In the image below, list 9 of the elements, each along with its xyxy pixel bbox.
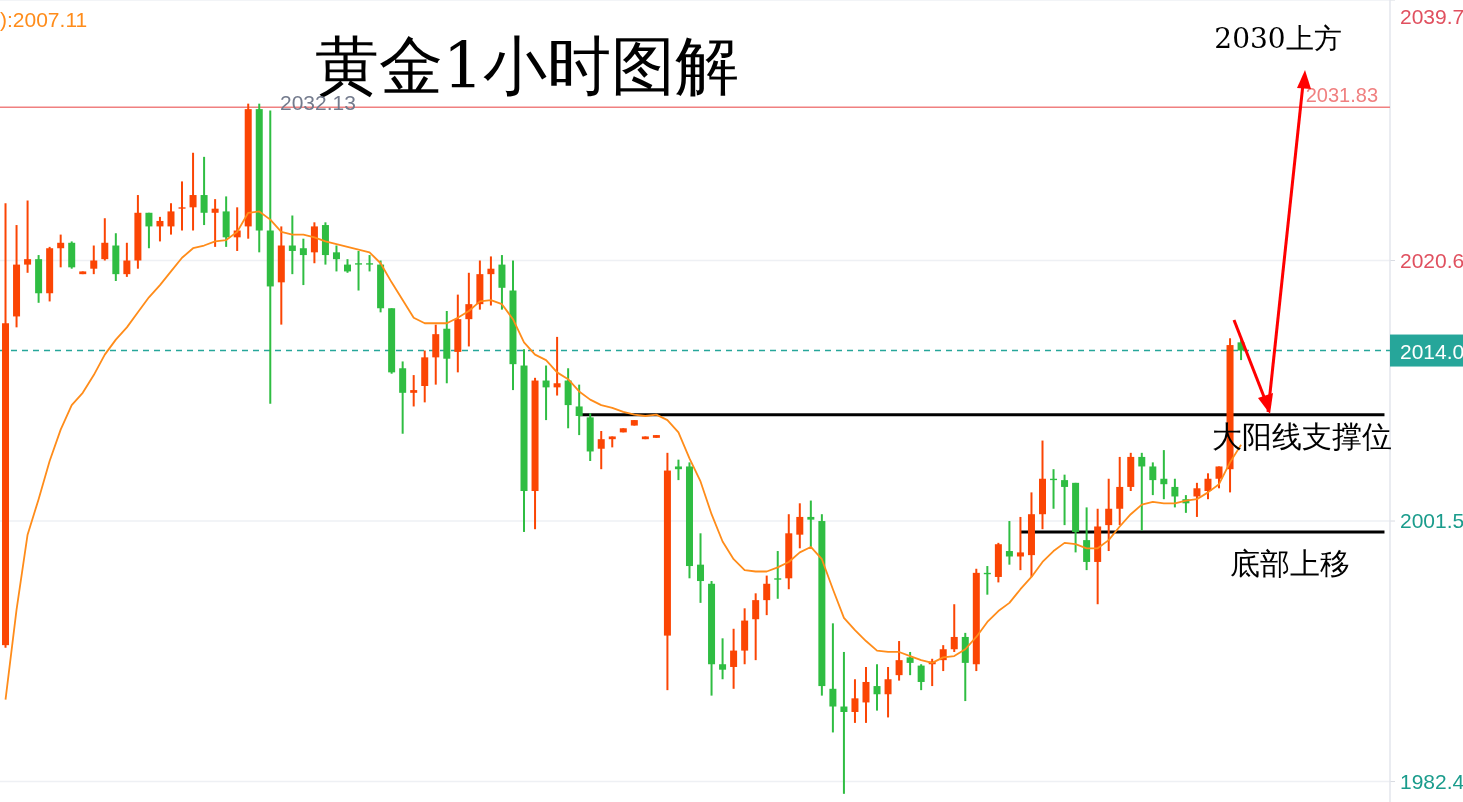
annotation: ):2007.11 — [0, 8, 88, 31]
annotation: 2030上方 — [1214, 22, 1342, 55]
annotation: 底部上移 — [1230, 546, 1350, 581]
y-tick-label: 2020.6 — [1400, 248, 1463, 272]
ref-line-label: 2031.83 — [1305, 84, 1378, 107]
y-tick-label: 2039.7 — [1400, 5, 1463, 28]
y-tick-label: 1982.4 — [1400, 769, 1463, 793]
ref-line-label: 2014.0 — [1400, 339, 1463, 363]
y-tick-label: 2001.5 — [1400, 509, 1463, 533]
